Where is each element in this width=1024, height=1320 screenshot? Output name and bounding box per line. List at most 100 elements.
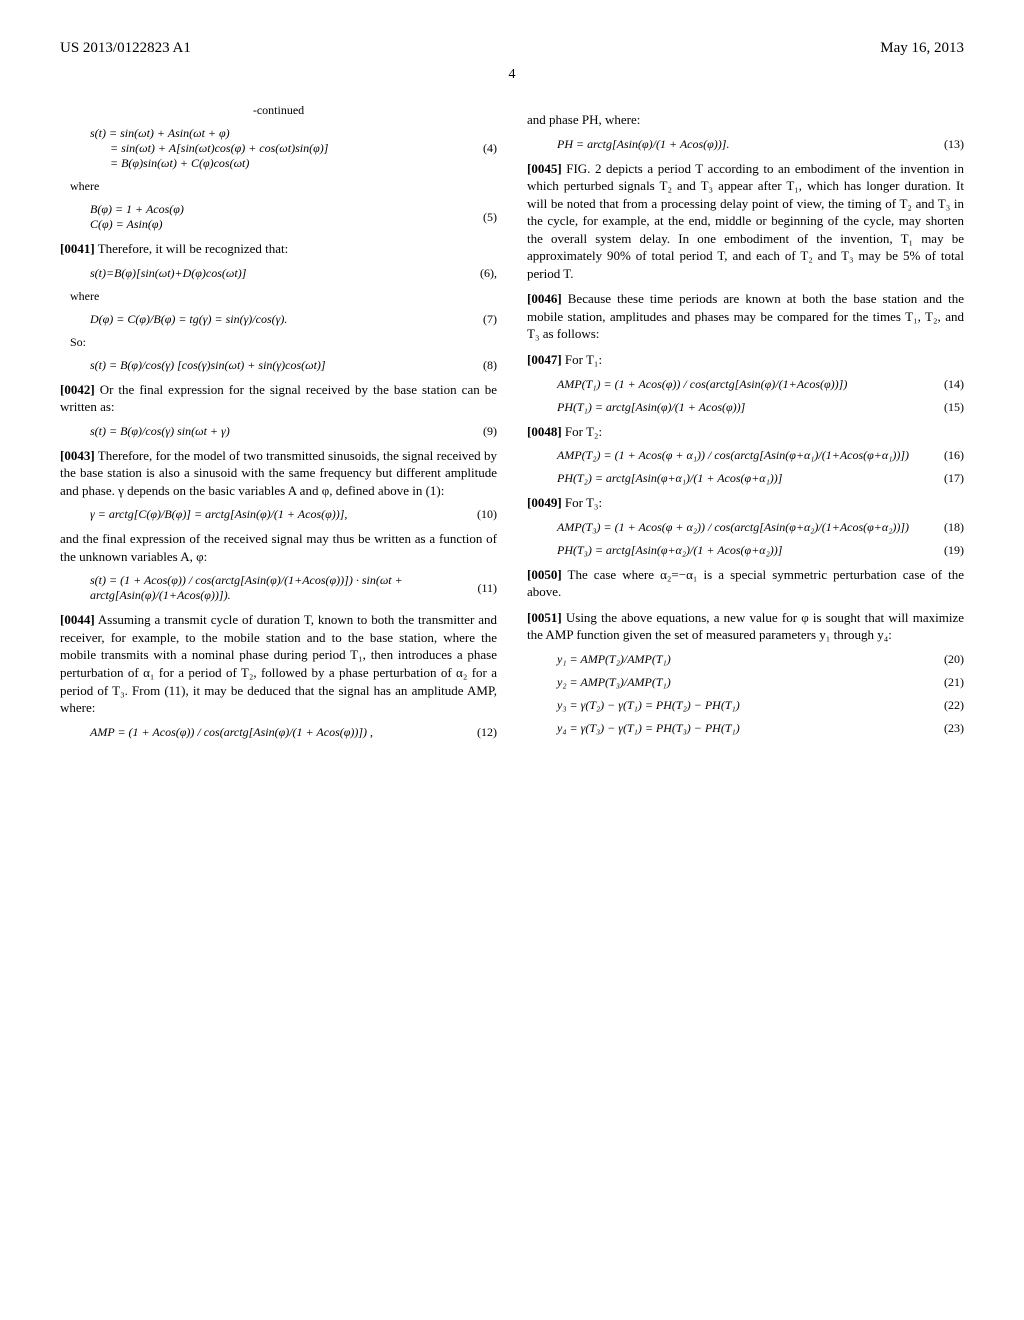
eq14-num: (14): [934, 377, 964, 392]
pnum-0044: [0044]: [60, 612, 95, 627]
para-0048: [0048] For T₂:: [527, 423, 964, 441]
ptext-0045: FIG. 2 depicts a period T according to a…: [527, 161, 964, 281]
eq5-num: (5): [473, 210, 497, 225]
pnum-0049: [0049]: [527, 495, 562, 510]
para-0044: [0044] Assuming a transmit cycle of dura…: [60, 611, 497, 716]
equation-16: AMP(T₂) = (1 + Acos(φ + α₁)) / cos(arctg…: [557, 448, 964, 463]
equation-4: s(t) = sin(ωt) + Asin(ωt + φ) = sin(ωt) …: [90, 126, 497, 171]
equation-13: PH = arctg[Asin(φ)/(1 + Acos(φ))]. (13): [557, 137, 964, 152]
right-column: and phase PH, where: PH = arctg[Asin(φ)/…: [527, 103, 964, 748]
eq11-num: (11): [467, 581, 497, 596]
equation-18: AMP(T₃) = (1 + Acos(φ + α₂)) / cos(arctg…: [557, 520, 964, 535]
eq7-num: (7): [473, 312, 497, 327]
equation-7: D(φ) = C(φ)/B(φ) = tg(γ) = sin(γ)/cos(γ)…: [90, 312, 497, 327]
equation-5: B(φ) = 1 + Acos(φ) C(φ) = Asin(φ) (5): [90, 202, 497, 232]
ptext-0049: For T₃:: [565, 495, 602, 510]
equation-20: y₁ = AMP(T₂)/AMP(T₁) (20): [557, 652, 964, 667]
para-0041: [0041] Therefore, it will be recognized …: [60, 240, 497, 258]
equation-19: PH(T₃) = arctg[Asin(φ+α₂)/(1 + Acos(φ+α₂…: [557, 543, 964, 558]
eq7-body: D(φ) = C(φ)/B(φ) = tg(γ) = sin(γ)/cos(γ)…: [90, 312, 473, 327]
page-header: US 2013/0122823 A1 May 16, 2013: [60, 40, 964, 57]
eq23-num: (23): [934, 721, 964, 736]
eq14-body: AMP(T₁) = (1 + Acos(φ)) / cos(arctg[Asin…: [557, 377, 934, 392]
equation-12: AMP = (1 + Acos(φ)) / cos(arctg[Asin(φ)/…: [90, 725, 497, 740]
pnum-0048: [0048]: [527, 424, 562, 439]
pnum-0047: [0047]: [527, 352, 562, 367]
ptext-0043: Therefore, for the model of two transmit…: [60, 448, 497, 498]
eq16-num: (16): [934, 448, 964, 463]
where-1: where: [70, 179, 497, 194]
para-0047: [0047] For T₁:: [527, 351, 964, 369]
eq11-body: s(t) = (1 + Acos(φ)) / cos(arctg[Asin(φ)…: [90, 573, 467, 603]
continued-label: -continued: [60, 103, 497, 118]
eq8-body: s(t) = B(φ)/cos(γ) [cos(γ)sin(ωt) + sin(…: [90, 358, 473, 373]
so-label: So:: [70, 335, 497, 350]
eq4-body: s(t) = sin(ωt) + Asin(ωt + φ) = sin(ωt) …: [90, 126, 473, 171]
pnum-0051: [0051]: [527, 610, 562, 625]
eq4-num: (4): [473, 141, 497, 156]
equation-21: y₂ = AMP(T₃)/AMP(T₁) (21): [557, 675, 964, 690]
para-0050: [0050] The case where α₂=−α₁ is a specia…: [527, 566, 964, 601]
para-ph: and phase PH, where:: [527, 111, 964, 129]
equation-22: y₃ = γ(T₂) − γ(T₁) = PH(T₂) − PH(T₁) (22…: [557, 698, 964, 713]
eq12-body: AMP = (1 + Acos(φ)) / cos(arctg[Asin(φ)/…: [90, 725, 467, 740]
eq18-num: (18): [934, 520, 964, 535]
equation-17: PH(T₂) = arctg[Asin(φ+α₁)/(1 + Acos(φ+α₁…: [557, 471, 964, 486]
eq22-num: (22): [934, 698, 964, 713]
eq20-num: (20): [934, 652, 964, 667]
ptext-0050: The case where α₂=−α₁ is a special symme…: [527, 567, 964, 600]
eq13-num: (13): [934, 137, 964, 152]
eq17-num: (17): [934, 471, 964, 486]
eq19-body: PH(T₃) = arctg[Asin(φ+α₂)/(1 + Acos(φ+α₂…: [557, 543, 934, 558]
pnum-0041: [0041]: [60, 241, 95, 256]
equation-14: AMP(T₁) = (1 + Acos(φ)) / cos(arctg[Asin…: [557, 377, 964, 392]
equation-11: s(t) = (1 + Acos(φ)) / cos(arctg[Asin(φ)…: [90, 573, 497, 603]
eq9-num: (9): [473, 424, 497, 439]
ptext-0046: Because these time periods are known at …: [527, 291, 964, 341]
pnum-0046: [0046]: [527, 291, 562, 306]
equation-23: y₄ = γ(T₃) − γ(T₁) = PH(T₃) − PH(T₁) (23…: [557, 721, 964, 736]
eq8-num: (8): [473, 358, 497, 373]
pnum-0050: [0050]: [527, 567, 562, 582]
ptext-0047: For T₁:: [565, 352, 602, 367]
ptext-0048: For T₂:: [565, 424, 602, 439]
equation-10: γ = arctg[C(φ)/B(φ)] = arctg[Asin(φ)/(1 …: [90, 507, 497, 522]
eq15-num: (15): [934, 400, 964, 415]
equation-6: s(t)=B(φ)[sin(ωt)+D(φ)cos(ωt)] (6),: [90, 266, 497, 281]
equation-9: s(t) = B(φ)/cos(γ) sin(ωt + γ) (9): [90, 424, 497, 439]
para-0046: [0046] Because these time periods are kn…: [527, 290, 964, 343]
publication-number: US 2013/0122823 A1: [60, 40, 191, 57]
eq6-body: s(t)=B(φ)[sin(ωt)+D(φ)cos(ωt)]: [90, 266, 470, 281]
publication-date: May 16, 2013: [880, 40, 964, 57]
eq12-num: (12): [467, 725, 497, 740]
ptext-0051: Using the above equations, a new value f…: [527, 610, 964, 643]
pnum-0043: [0043]: [60, 448, 95, 463]
ptext-0041: Therefore, it will be recognized that:: [98, 241, 289, 256]
pnum-0045: [0045]: [527, 161, 562, 176]
content-columns: -continued s(t) = sin(ωt) + Asin(ωt + φ)…: [60, 103, 964, 748]
eq23-body: y₄ = γ(T₃) − γ(T₁) = PH(T₃) − PH(T₁): [557, 721, 934, 736]
para-0049: [0049] For T₃:: [527, 494, 964, 512]
eq15-body: PH(T₁) = arctg[Asin(φ)/(1 + Acos(φ))]: [557, 400, 934, 415]
eq21-num: (21): [934, 675, 964, 690]
ptext-0042: Or the final expression for the signal r…: [60, 382, 497, 415]
ptext-0044: Assuming a transmit cycle of duration T,…: [60, 612, 497, 715]
para-0043: [0043] Therefore, for the model of two t…: [60, 447, 497, 500]
eq22-body: y₃ = γ(T₂) − γ(T₁) = PH(T₂) − PH(T₁): [557, 698, 934, 713]
eq10-num: (10): [467, 507, 497, 522]
para-0045: [0045] FIG. 2 depicts a period T accordi…: [527, 160, 964, 283]
para-0042: [0042] Or the final expression for the s…: [60, 381, 497, 416]
page-number: 4: [60, 67, 964, 83]
eq13-body: PH = arctg[Asin(φ)/(1 + Acos(φ))].: [557, 137, 934, 152]
equation-15: PH(T₁) = arctg[Asin(φ)/(1 + Acos(φ))] (1…: [557, 400, 964, 415]
eq10-body: γ = arctg[C(φ)/B(φ)] = arctg[Asin(φ)/(1 …: [90, 507, 467, 522]
eq17-body: PH(T₂) = arctg[Asin(φ+α₁)/(1 + Acos(φ+α₁…: [557, 471, 934, 486]
eq16-body: AMP(T₂) = (1 + Acos(φ + α₁)) / cos(arctg…: [557, 448, 934, 463]
eq21-body: y₂ = AMP(T₃)/AMP(T₁): [557, 675, 934, 690]
pnum-0042: [0042]: [60, 382, 95, 397]
where-2: where: [70, 289, 497, 304]
eq19-num: (19): [934, 543, 964, 558]
eq6-num: (6),: [470, 266, 497, 281]
eq18-body: AMP(T₃) = (1 + Acos(φ + α₂)) / cos(arctg…: [557, 520, 934, 535]
equation-8: s(t) = B(φ)/cos(γ) [cos(γ)sin(ωt) + sin(…: [90, 358, 497, 373]
